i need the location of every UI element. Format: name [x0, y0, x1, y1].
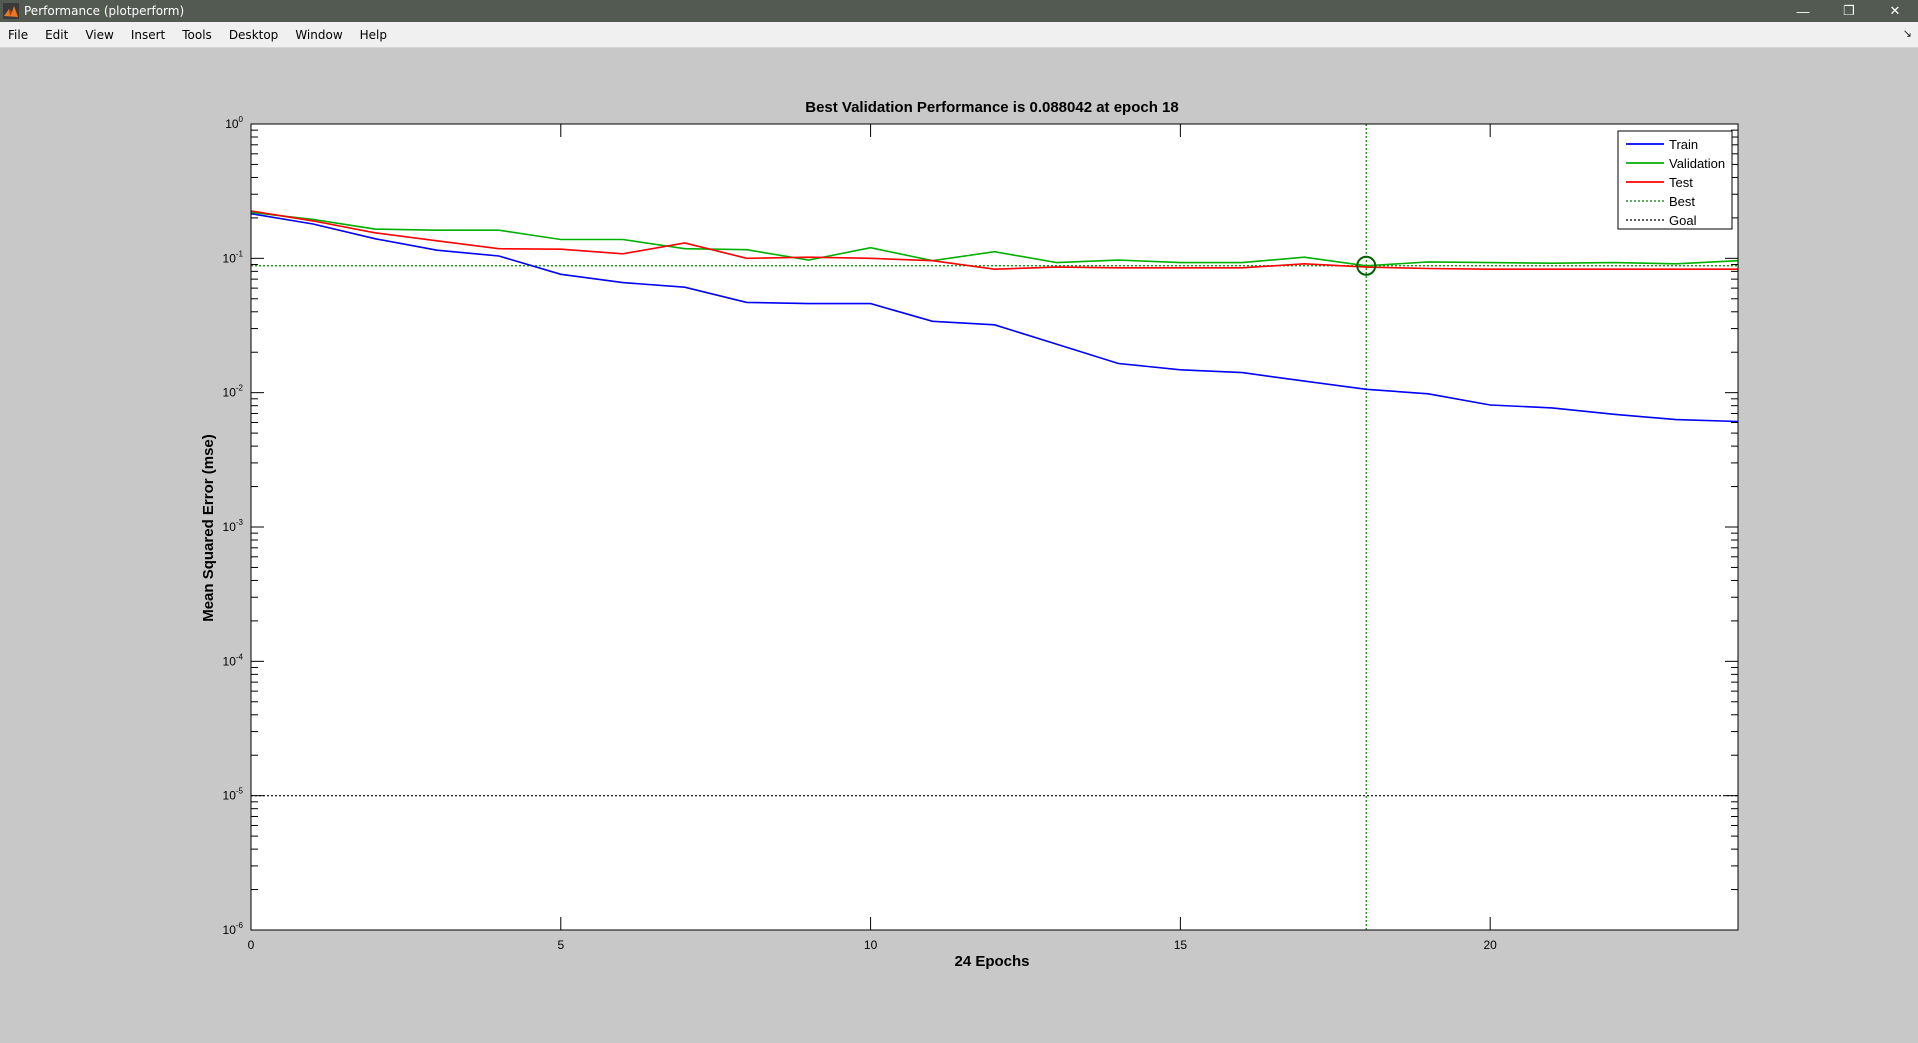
- menu-window[interactable]: Window: [295, 27, 343, 42]
- legend-box: [1617, 130, 1733, 230]
- y-axis-label: Mean Squared Error (mse): [200, 434, 217, 622]
- legend-label-test: Test: [1669, 175, 1693, 190]
- menu-edit[interactable]: Edit: [45, 27, 69, 42]
- restore-icon: ❐: [1843, 3, 1855, 18]
- y-tick-label: 10-4: [223, 652, 244, 668]
- y-tick-label: 10-6: [223, 921, 244, 937]
- y-tick-label: 10-3: [223, 518, 244, 534]
- minimize-icon: —: [1796, 3, 1810, 19]
- legend: Train Validation Test Best Goal: [1617, 130, 1733, 230]
- close-button[interactable]: ✕: [1872, 0, 1918, 22]
- x-tick-label: 5: [557, 938, 564, 952]
- menu-desktop[interactable]: Desktop: [228, 27, 279, 42]
- legend-label-goal: Goal: [1669, 213, 1697, 228]
- legend-label-train: Train: [1669, 137, 1698, 152]
- menu-file[interactable]: File: [8, 27, 29, 42]
- x-tick-label: 15: [1174, 938, 1188, 952]
- chart-title: Best Validation Performance is 0.088042 …: [805, 99, 1179, 116]
- restore-button[interactable]: ❐: [1826, 0, 1872, 22]
- menu-insert[interactable]: Insert: [130, 27, 166, 42]
- matlab-logo-icon: [3, 3, 19, 19]
- x-axis-label: 24 Epochs: [954, 953, 1029, 970]
- menu-view[interactable]: View: [85, 27, 114, 42]
- y-tick-label: 10-2: [223, 384, 244, 400]
- best-marker: [1356, 255, 1377, 276]
- legend-label-best: Best: [1669, 194, 1695, 209]
- menubar: File Edit View Insert Tools Desktop Wind…: [0, 22, 1918, 48]
- close-icon: ✕: [1889, 3, 1901, 18]
- y-tick-label: 100: [225, 115, 243, 131]
- performance-chart[interactable]: 0 5 10 15 20 100 10-1 10-2 10-3 10-4 10-5 10-6 Best…: [0, 48, 1918, 1038]
- dock-arrow-icon[interactable]: ↘: [1902, 28, 1912, 40]
- window-titlebar: Performance (plotperform) — ❐ ✕: [0, 0, 1918, 22]
- menu-tools[interactable]: Tools: [182, 27, 212, 42]
- series-line-train: [250, 212, 1739, 423]
- legend-label-validation: Validation: [1669, 156, 1725, 171]
- y-tick-label: 10-5: [223, 787, 244, 803]
- x-tick-label: 10: [864, 938, 878, 952]
- y-tick-label: 10-1: [223, 249, 244, 265]
- x-tick-label: 0: [248, 938, 255, 952]
- figure-area: 0 5 10 15 20 100 10-1 10-2 10-3 10-4 10-5 10-6 Best…: [0, 48, 1918, 1038]
- plot-area: [251, 124, 1738, 930]
- minimize-button[interactable]: —: [1780, 0, 1826, 22]
- x-tick-label: 20: [1483, 938, 1497, 952]
- window-title: Performance (plotperform): [24, 4, 185, 18]
- series-line-validation: [250, 211, 1739, 267]
- series-line-test: [250, 210, 1738, 271]
- menu-help[interactable]: Help: [359, 27, 387, 42]
